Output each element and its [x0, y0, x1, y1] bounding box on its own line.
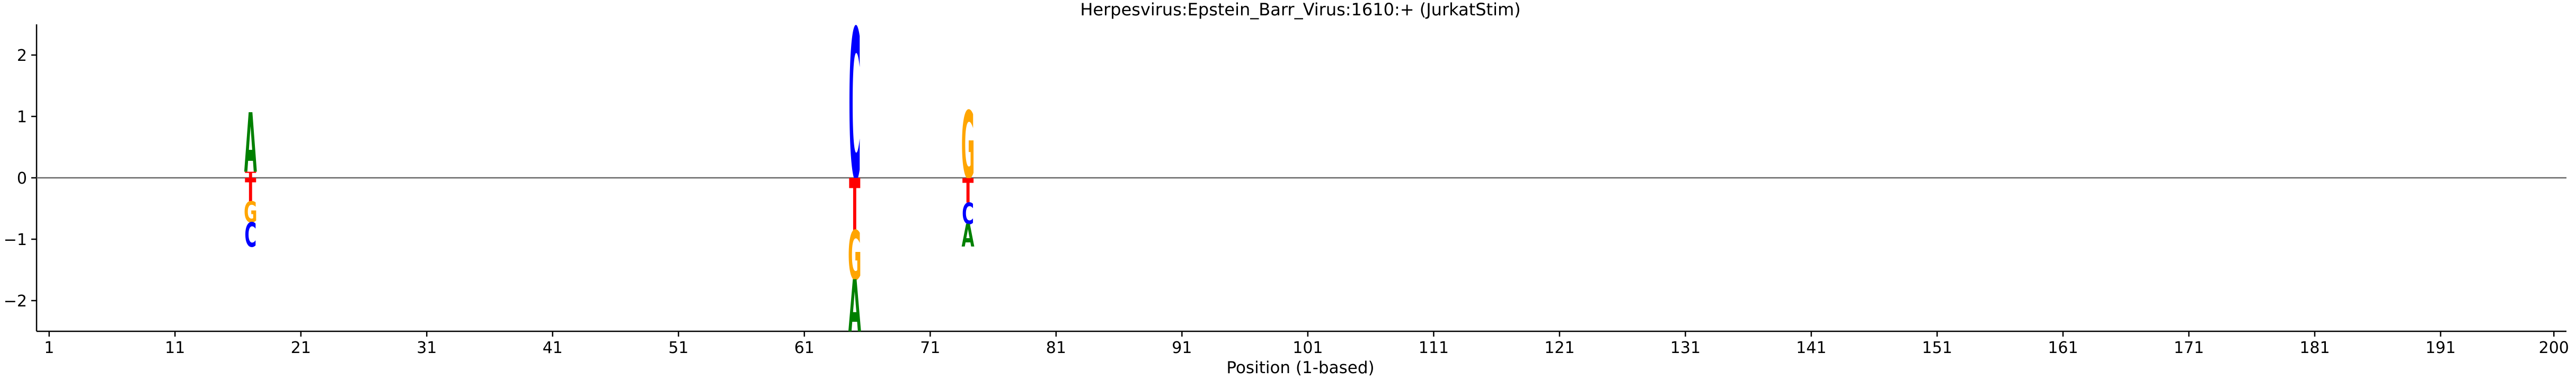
- logo-letter-g: G: [244, 196, 258, 229]
- logo-letter-t: T: [245, 172, 256, 209]
- logo-letter-a: A: [848, 266, 861, 349]
- x-tick-label: 101: [1293, 339, 1323, 357]
- x-tick-label: 71: [920, 339, 940, 357]
- x-tick-label: 1: [44, 339, 54, 357]
- logo-letter-c: C: [962, 196, 974, 231]
- x-tick-label: 151: [1922, 339, 1952, 357]
- logo-letter-a: A: [962, 218, 975, 255]
- y-tick-label: 1: [17, 108, 27, 126]
- logo-letter-t: T: [245, 170, 256, 180]
- y-tick-label: 0: [17, 169, 27, 188]
- x-tick-label: 191: [2425, 339, 2456, 357]
- x-tick-label: 91: [1172, 339, 1192, 357]
- x-axis: 1 11 21 31 41 51 61 71 81 91 101 111 121 131 141 151 161…: [37, 330, 2569, 357]
- y-axis: −2 −1 0 1 2: [4, 24, 38, 331]
- x-tick-label: 41: [543, 339, 563, 357]
- x-tick-label: 81: [1046, 339, 1066, 357]
- x-tick-label: 31: [417, 339, 437, 357]
- x-tick-label: 131: [1670, 339, 1701, 357]
- x-tick-label: 111: [1419, 339, 1449, 357]
- x-tick-label: 121: [1544, 339, 1574, 357]
- logo-letter-t: T: [849, 165, 860, 248]
- logo-letter-c: C: [244, 216, 256, 255]
- logo-letter-a: A: [244, 97, 257, 192]
- x-tick-label: 141: [1796, 339, 1826, 357]
- x-axis-label: Position (1-based): [1226, 358, 1374, 377]
- logo-letter-g: G: [961, 92, 975, 200]
- logo-letter-g: G: [848, 216, 862, 295]
- x-tick-label: 61: [794, 339, 815, 357]
- chart-title: Herpesvirus:Epstein_Barr_Virus:1610:+ (J…: [1080, 0, 1520, 20]
- y-tick-label: 2: [17, 47, 27, 65]
- logo-letter-c: C: [848, 0, 861, 227]
- x-tick-label: 200: [2539, 339, 2569, 357]
- y-tick-label: −1: [4, 231, 27, 249]
- logo-letter-t: T: [962, 171, 973, 211]
- x-tick-label: 181: [2299, 339, 2330, 357]
- x-tick-label: 171: [2174, 339, 2204, 357]
- x-tick-label: 51: [668, 339, 688, 357]
- x-tick-label: 161: [2048, 339, 2078, 357]
- y-tick-label: −2: [4, 292, 27, 311]
- x-tick-label: 21: [291, 339, 311, 357]
- x-tick-label: 11: [165, 339, 185, 357]
